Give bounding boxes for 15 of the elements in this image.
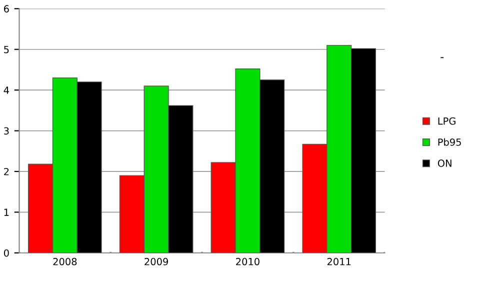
y-tick-label: 6 <box>4 5 9 12</box>
y-tick-label: 0 <box>4 249 9 257</box>
y-tick-label: 1 <box>4 208 9 216</box>
y-tick-label: 4 <box>4 86 9 94</box>
x-tick-label: 2008 <box>53 258 77 266</box>
text: - <box>440 57 444 58</box>
legend-label: LPG <box>438 117 456 125</box>
legend-label: ON <box>438 160 452 167</box>
y-tick-label: 3 <box>4 127 9 135</box>
x-tick-label: 2011 <box>327 258 351 266</box>
legend-label: Pb95 <box>438 138 461 146</box>
x-tick-label: 2010 <box>236 258 260 266</box>
y-tick-label: 2 <box>4 168 9 176</box>
x-tick-label: 2009 <box>144 258 168 266</box>
y-tick-label: 5 <box>4 46 9 54</box>
